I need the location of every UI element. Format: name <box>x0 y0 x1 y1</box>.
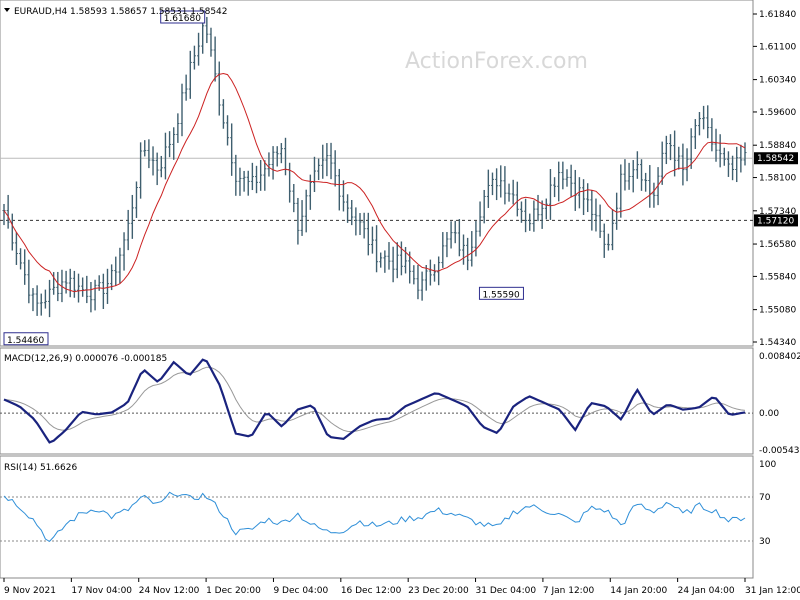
x-tick-label: 24 Nov 12:00 <box>139 586 200 596</box>
x-tick-label: 9 Dec 04:00 <box>273 586 328 596</box>
rsi-tick-label: 100 <box>759 460 776 470</box>
price-tick-label: 1.55080 <box>759 306 796 316</box>
dropdown-triangle-icon[interactable] <box>4 8 10 12</box>
price-tick-label: 1.58100 <box>759 174 796 184</box>
x-tick-label: 24 Jan 04:00 <box>678 586 735 596</box>
price-tick-label: 1.59600 <box>759 108 796 118</box>
current-price-box <box>754 152 798 165</box>
x-tick-label: 31 Jan 12:00 <box>745 586 800 596</box>
high-annotation: 1.61680 <box>164 14 201 24</box>
price-tick-label: 1.54340 <box>759 338 796 348</box>
high-annotation-box <box>160 10 206 24</box>
low-annotation-2: 1.54460 <box>7 336 44 346</box>
price-tick-label: 1.61100 <box>759 42 796 52</box>
current-price-box-label: 1.58542 <box>757 154 794 164</box>
x-tick-label: 7 Jan 12:00 <box>543 586 595 596</box>
rsi-line <box>3 491 746 543</box>
symbol-header: EURAUD,H4 1.58593 1.58657 1.58531 1.5854… <box>14 7 228 17</box>
price-tick-label: 1.57340 <box>759 207 796 217</box>
price-tick-label: 1.55840 <box>759 272 796 282</box>
rsi-title: RSI(14) 51.6626 <box>4 463 77 473</box>
macd-main-line <box>3 358 746 444</box>
macd-panel-frame <box>0 347 754 455</box>
x-tick-label: 16 Dec 12:00 <box>341 586 402 596</box>
price-tick-label: 1.60340 <box>759 76 796 86</box>
x-tick-label: 14 Jan 20:00 <box>610 586 667 596</box>
low-annotation-1-box <box>478 286 524 300</box>
macd-tick-label: 0.00 <box>759 409 779 419</box>
rsi-tick-label: 30 <box>759 537 771 547</box>
low-annotation-1: 1.55590 <box>482 290 519 300</box>
macd-signal-line <box>3 366 746 433</box>
x-tick-label: 23 Dec 20:00 <box>408 586 469 596</box>
price-tick-label: 1.56580 <box>759 240 796 250</box>
x-tick-label: 17 Nov 04:00 <box>71 586 132 596</box>
x-tick-label: 9 Nov 2021 <box>4 586 56 596</box>
level-price-box <box>754 214 798 227</box>
x-tick-label: 1 Dec 20:00 <box>206 586 261 596</box>
moving-average-line <box>3 72 746 293</box>
macd-tick-label: 0.008402 <box>759 352 800 362</box>
macd-tick-label: -0.005436 <box>759 446 800 456</box>
price-tick-label: 1.61840 <box>759 10 796 20</box>
low-annotation-2-box <box>3 332 49 346</box>
rsi-tick-label: 70 <box>759 493 771 503</box>
price-tick-label: 1.58840 <box>759 141 796 151</box>
watermark: ActionForex.com <box>405 49 588 74</box>
level-price-box-label: 1.57120 <box>757 216 794 226</box>
macd-title: MACD(12,26,9) 0.000076 -0.000185 <box>4 354 167 364</box>
price-panel-frame <box>0 0 754 347</box>
x-tick-label: 31 Dec 04:00 <box>476 586 537 596</box>
